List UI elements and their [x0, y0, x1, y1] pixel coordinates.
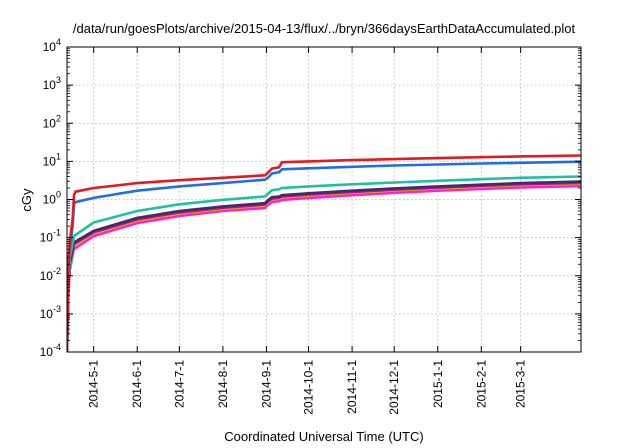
y-tick-label: 100: [43, 190, 61, 207]
y-tick-label: 10-4: [40, 342, 61, 359]
series-line: [67, 180, 581, 352]
x-tick-label: 2015-1-1: [431, 360, 445, 408]
y-tick-label: 101: [43, 151, 61, 168]
x-tick-label: 2014-7-1: [172, 360, 186, 408]
y-axis: 10-4 10-3 10-2 10-1 100 101 102 103 104: [40, 37, 581, 359]
grid: [67, 47, 581, 352]
x-tick-label: 2014-10-1: [302, 360, 316, 415]
x-tick-label: 2014-6-1: [130, 360, 144, 408]
chart-title: /data/run/goesPlots/archive/2015-04-13/f…: [73, 21, 576, 36]
x-tick-label: 2014-12-1: [387, 360, 401, 415]
y-tick-label: 104: [43, 37, 61, 54]
x-tick-label: 2014-8-1: [216, 360, 230, 408]
x-axis: 2014-5-1 2014-6-1 2014-7-1 2014-8-1 2014-9-1…: [87, 47, 528, 415]
series-line: [67, 160, 581, 352]
x-tick-label: 2014-11-1: [345, 360, 359, 414]
y-tick-label: 102: [43, 113, 61, 130]
x-axis-label: Coordinated Universal Time (UTC): [224, 429, 423, 444]
x-tick-label: 2014-5-1: [87, 360, 101, 408]
y-tick-label: 103: [43, 75, 61, 92]
x-tick-label: 2015-3-1: [514, 360, 528, 408]
series-line: [67, 175, 581, 352]
series-group: [67, 154, 581, 352]
series-line: [67, 154, 581, 352]
y-tick-label: 10-3: [40, 304, 61, 321]
y-axis-label: cGy: [19, 188, 34, 212]
x-tick-label: 2015-2-1: [474, 360, 488, 408]
y-tick-label: 10-1: [40, 228, 61, 245]
y-tick-label: 10-2: [40, 266, 61, 283]
series-line: [67, 181, 581, 352]
x-tick-label: 2014-9-1: [259, 360, 273, 408]
